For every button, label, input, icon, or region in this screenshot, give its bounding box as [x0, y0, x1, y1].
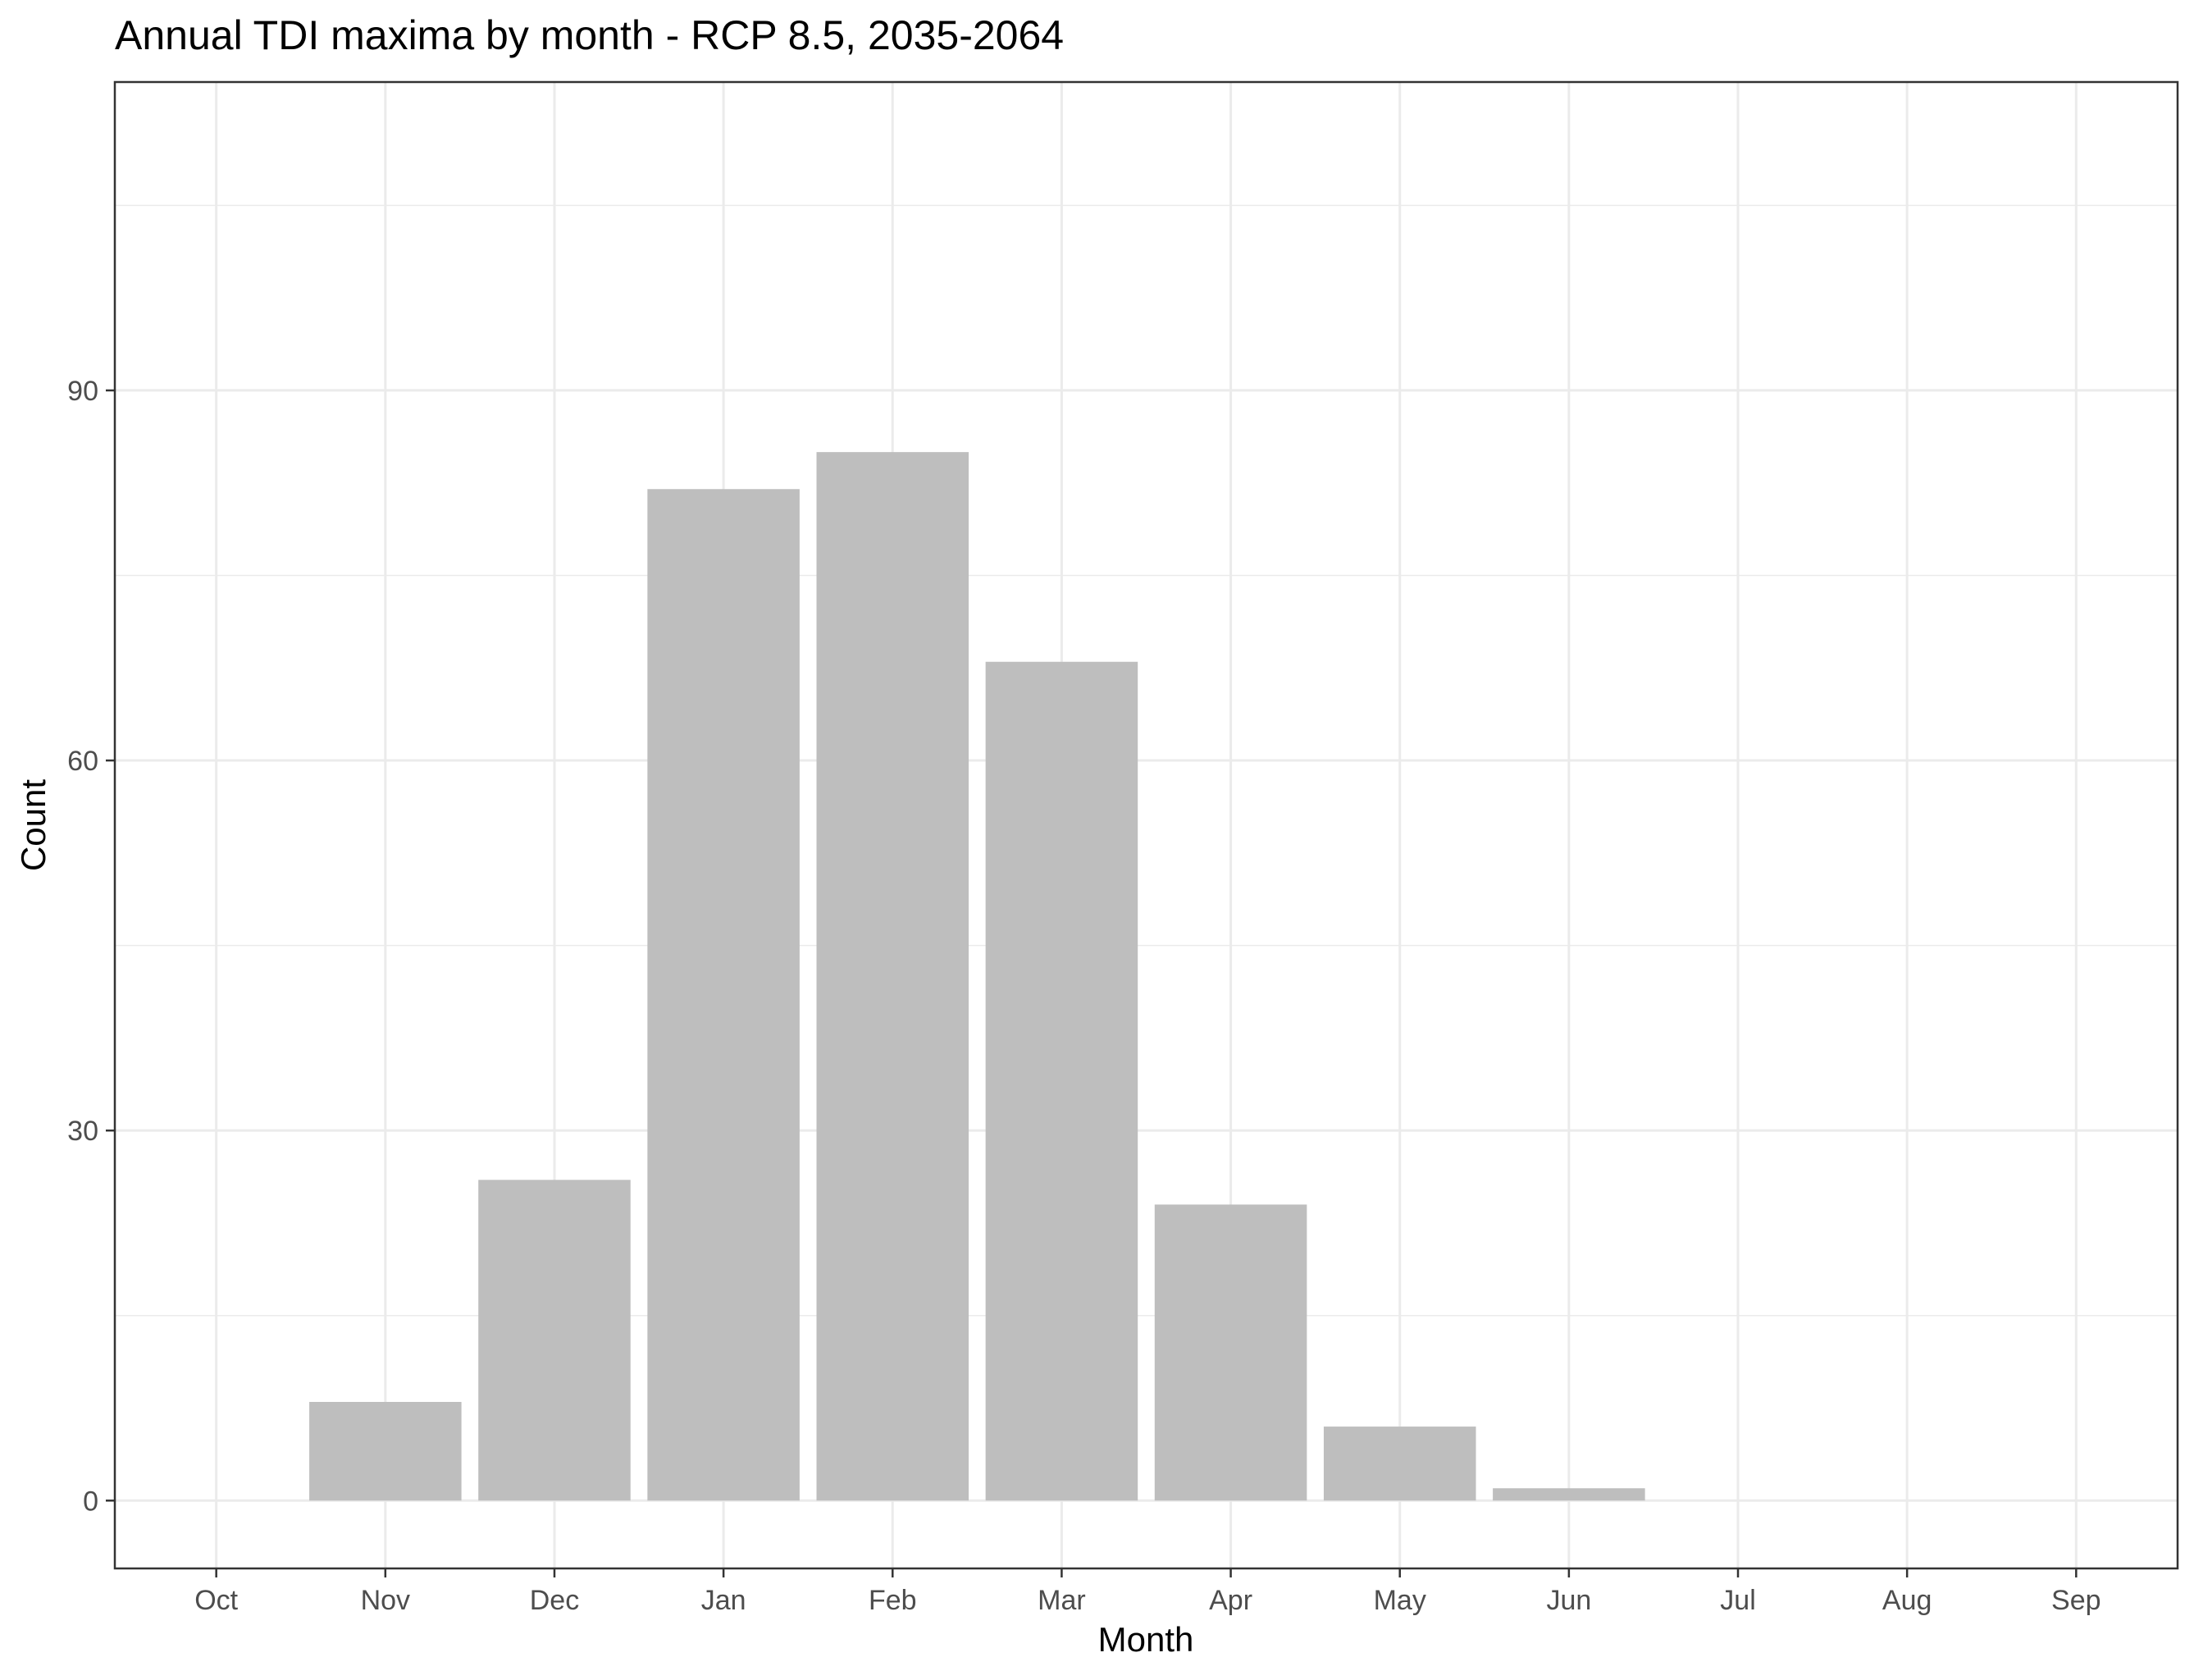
x-axis: Oct Nov Dec Jan Feb Mar Apr May Jun Jul Aug Sep — [194, 1568, 2101, 1616]
x-tick-label: Sep — [2051, 1585, 2101, 1616]
y-axis-label: Count — [14, 779, 52, 871]
bars — [309, 452, 1645, 1501]
panel-border — [113, 80, 2179, 1570]
bar-jan — [647, 489, 800, 1501]
bar-jun — [1493, 1488, 1645, 1501]
bar-feb — [816, 452, 969, 1501]
chart-title: Annual TDI maxima by month - RCP 8.5, 20… — [115, 12, 1064, 58]
x-axis-label: Month — [1098, 1620, 1194, 1659]
x-tick-label: Jan — [701, 1585, 746, 1616]
x-tick-label: Oct — [194, 1585, 238, 1616]
x-tick-label: May — [1374, 1585, 1426, 1616]
x-tick-label: Mar — [1038, 1585, 1086, 1616]
bar-nov — [309, 1401, 462, 1501]
bar-dec — [478, 1180, 631, 1501]
x-tick-label: Jul — [1720, 1585, 1755, 1616]
x-tick-label: Nov — [361, 1585, 410, 1616]
x-tick-label: Aug — [1882, 1585, 1932, 1616]
x-tick-label: Dec — [530, 1585, 579, 1616]
y-tick-label: 60 — [67, 746, 98, 777]
x-tick-label: Feb — [869, 1585, 917, 1616]
y-tick-label: 90 — [67, 376, 98, 407]
bar-may — [1323, 1427, 1476, 1501]
bar-mar — [985, 661, 1138, 1501]
grid — [115, 82, 2178, 1568]
y-axis: 0 30 60 90 — [67, 376, 115, 1517]
bar-apr — [1154, 1204, 1307, 1501]
x-tick-label: Jun — [1546, 1585, 1591, 1616]
y-tick-label: 0 — [83, 1486, 98, 1517]
y-tick-label: 30 — [67, 1116, 98, 1147]
x-tick-label: Apr — [1209, 1585, 1252, 1616]
